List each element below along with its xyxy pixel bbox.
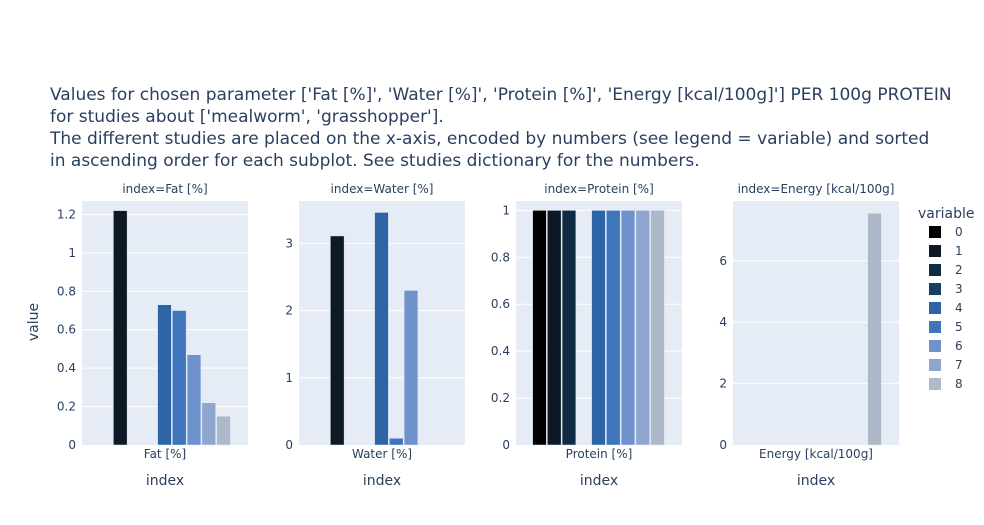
y-tick-label: 0.6 — [57, 323, 76, 337]
bar-4 — [157, 304, 172, 446]
legend-label: 2 — [955, 263, 963, 277]
legend-item-4[interactable]: 4 — [929, 301, 963, 315]
subplots: 0 0.2 0.4 0.6 0.8 1 1.2 index=Fat [%] Fat [%] ind… — [57, 182, 899, 489]
bar-6 — [620, 210, 636, 446]
subplot-title: index=Energy [kcal/100g] — [738, 182, 895, 196]
y-tick-label: 0 — [285, 438, 293, 452]
legend-item-3[interactable]: 3 — [929, 282, 963, 296]
y-tick-label: 1 — [285, 371, 293, 385]
bar-6 — [186, 354, 202, 446]
y-tick-label: 0.2 — [57, 400, 76, 414]
subplot: 0 1 2 3 index=Water [%] Water [%] index — [285, 182, 465, 489]
x-axis-label: index — [797, 473, 835, 489]
title-line: Values for chosen parameter ['Fat [%]', … — [50, 85, 952, 105]
bar-8 — [650, 210, 665, 446]
legend-swatch — [929, 359, 941, 371]
legend-item-0[interactable]: 0 — [929, 225, 963, 239]
y-tick-label: 0.4 — [491, 344, 510, 358]
bar-6 — [403, 290, 419, 446]
chart-title: Values for chosen parameter ['Fat [%]', … — [49, 85, 952, 171]
y-tick-label: 6 — [719, 254, 727, 268]
legend-label: 1 — [955, 244, 963, 258]
bar-5 — [606, 210, 621, 446]
legend-item-1[interactable]: 1 — [929, 244, 963, 258]
legend-item-8[interactable]: 8 — [929, 377, 963, 391]
bar-0 — [532, 210, 547, 446]
y-tick-label: 0.8 — [57, 284, 76, 298]
x-axis-label: index — [580, 473, 618, 489]
title-line: The different studies are placed on the … — [49, 129, 929, 149]
legend-item-2[interactable]: 2 — [929, 263, 963, 277]
y-tick-label: 0.8 — [491, 250, 510, 264]
subplot-title: index=Fat [%] — [122, 182, 207, 196]
bar-7 — [635, 210, 650, 446]
legend-label: 6 — [955, 339, 963, 353]
subplot-title: index=Water [%] — [331, 182, 434, 196]
bar-5 — [172, 310, 187, 446]
y-tick-label: 0 — [68, 438, 76, 452]
legend-label: 7 — [955, 358, 963, 372]
legend-swatch — [929, 321, 941, 333]
legend-swatch — [929, 226, 941, 238]
bar-4 — [374, 212, 389, 446]
bar-1 — [547, 210, 562, 446]
title-line: for studies about ['mealworm', 'grasshop… — [50, 107, 444, 127]
y-tick-label: 1.2 — [57, 207, 76, 221]
bar-2 — [561, 210, 577, 446]
legend-item-5[interactable]: 5 — [929, 320, 963, 334]
y-axis-label: value — [26, 303, 42, 341]
x-axis-label: index — [146, 473, 184, 489]
y-tick-label: 0 — [719, 438, 727, 452]
legend-label: 3 — [955, 282, 963, 296]
x-axis-label: index — [363, 473, 401, 489]
x-tick-label: Fat [%] — [144, 447, 186, 461]
legend-swatch — [929, 245, 941, 257]
legend-swatch — [929, 340, 941, 352]
subplot-title: index=Protein [%] — [544, 182, 654, 196]
subplot: 0 0.2 0.4 0.6 0.8 1 index=Protein [%] Protein [… — [491, 182, 682, 489]
y-tick-label: 0 — [502, 438, 510, 452]
y-tick-label: 3 — [285, 236, 293, 250]
legend-label: 8 — [955, 377, 963, 391]
y-tick-label: 1 — [502, 203, 510, 217]
x-tick-label: Water [%] — [352, 447, 412, 461]
x-tick-label: Energy [kcal/100g] — [759, 447, 873, 461]
subplot: 0 2 4 6 index=Energy [kcal/100g] Energy [kcal… — [719, 182, 899, 489]
legend-swatch — [929, 378, 941, 390]
legend-item-6[interactable]: 6 — [929, 339, 963, 353]
legend-swatch — [929, 283, 941, 295]
y-tick-label: 0.6 — [491, 297, 510, 311]
legend-title: variable — [918, 206, 974, 222]
subplot: 0 0.2 0.4 0.6 0.8 1 1.2 index=Fat [%] Fat [%] ind… — [57, 182, 248, 489]
legend-swatch — [929, 302, 941, 314]
y-tick-label: 2 — [285, 304, 293, 318]
y-tick-label: 0.4 — [57, 361, 76, 375]
title-line: in ascending order for each subplot. See… — [50, 151, 700, 171]
legend: variable 0 1 2 3 4 5 6 7 8 — [918, 206, 974, 391]
legend-label: 0 — [955, 225, 963, 239]
bar-1 — [113, 210, 128, 446]
bar-5 — [389, 438, 404, 446]
bar-7 — [201, 402, 216, 446]
bar-8 — [216, 415, 231, 446]
y-tick-label: 2 — [719, 377, 727, 391]
legend-item-7[interactable]: 7 — [929, 358, 963, 372]
legend-label: 4 — [955, 301, 963, 315]
bar-8 — [867, 213, 882, 446]
y-tick-label: 4 — [719, 315, 727, 329]
legend-swatch — [929, 264, 941, 276]
y-tick-label: 0.2 — [491, 391, 510, 405]
legend-label: 5 — [955, 320, 963, 334]
x-tick-label: Protein [%] — [566, 447, 633, 461]
bar-4 — [591, 210, 606, 446]
y-tick-label: 1 — [68, 246, 76, 260]
bar-1 — [330, 235, 345, 446]
